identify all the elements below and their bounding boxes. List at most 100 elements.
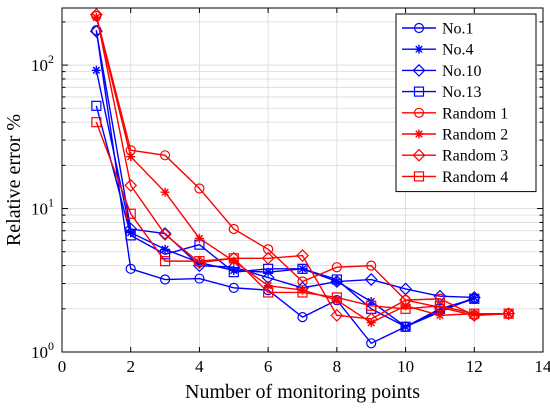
data-point	[228, 253, 239, 264]
data-point	[297, 287, 308, 298]
legend-item: Random 3	[402, 148, 508, 165]
data-point	[228, 223, 239, 235]
y-tick-label: 101	[31, 196, 54, 219]
data-point	[330, 308, 344, 322]
data-point	[331, 292, 342, 303]
data-point	[435, 310, 445, 320]
legend-item: No.4	[402, 42, 474, 59]
data-point	[469, 293, 480, 304]
series-line	[95, 31, 475, 299]
data-point	[469, 308, 480, 319]
data-point	[364, 273, 378, 287]
data-point	[366, 318, 376, 328]
legend-swatch-marker	[412, 148, 426, 162]
x-tick-label: 10	[397, 357, 414, 376]
data-point	[160, 187, 170, 197]
data-point	[125, 208, 136, 219]
y-tick-label-base: 10	[31, 200, 48, 219]
data-point	[503, 308, 514, 319]
y-tick-label-base: 10	[31, 56, 48, 75]
data-point	[297, 263, 308, 274]
x-tick-label: 14	[535, 357, 550, 376]
data-point	[263, 281, 273, 291]
x-axis-label: Number of monitoring points	[185, 381, 420, 403]
data-point	[366, 300, 377, 311]
legend-item: No.10	[402, 63, 482, 80]
legend-swatch-marker	[413, 86, 425, 97]
data-point	[331, 274, 342, 285]
data-point	[298, 285, 307, 295]
data-point	[91, 100, 102, 111]
legend-label: Random 2	[442, 127, 508, 144]
legend-swatch-marker	[413, 107, 425, 118]
data-point	[158, 227, 172, 240]
data-point	[331, 262, 342, 273]
y-tick-label-exponent: 0	[48, 339, 54, 353]
data-point	[194, 273, 205, 284]
legend-label: Random 4	[442, 169, 508, 186]
legend-item: No.13	[402, 84, 482, 101]
legend-item: Random 2	[402, 127, 508, 144]
data-point	[296, 249, 309, 263]
x-tick-label: 4	[195, 357, 204, 376]
y-tick-label-base: 10	[31, 343, 48, 362]
data-point	[399, 293, 413, 307]
x-tick-labels: 0 2 4 6 8 10 12 14	[58, 357, 550, 376]
data-point	[159, 150, 171, 161]
legend-swatch-marker	[414, 44, 424, 54]
data-point	[126, 228, 136, 238]
data-point	[126, 152, 136, 162]
data-point	[330, 275, 344, 288]
data-point	[263, 287, 274, 298]
data-point	[194, 256, 205, 267]
x-tick-label: 6	[264, 357, 273, 376]
series-lines	[89, 8, 516, 349]
data-point	[125, 230, 136, 241]
legend-box	[395, 13, 537, 193]
data-point	[229, 265, 239, 275]
data-point	[400, 321, 411, 332]
data-point	[502, 307, 516, 321]
legend-item: Random 1	[402, 105, 508, 122]
data-point	[158, 227, 172, 241]
legend-label: No.1	[442, 21, 474, 38]
data-point	[228, 282, 239, 293]
data-point	[364, 312, 378, 326]
data-point	[89, 8, 103, 22]
data-point	[504, 309, 514, 319]
legend-label: Random 3	[442, 148, 508, 165]
legend-swatch-marker	[414, 129, 424, 139]
x-tick-label: 0	[58, 357, 67, 376]
data-point	[434, 300, 446, 311]
data-point	[469, 292, 479, 302]
data-point	[194, 183, 205, 194]
legend-label: No.13	[442, 84, 482, 101]
y-tick-label-exponent: 2	[48, 52, 54, 66]
legend-swatch-marker	[413, 171, 425, 182]
data-point	[366, 338, 377, 349]
data-point	[91, 65, 101, 75]
y-tick-label: 102	[31, 52, 54, 75]
data-point	[227, 251, 241, 265]
x-tick-label: 2	[126, 357, 135, 376]
legend-label: No.10	[442, 63, 482, 80]
series-line	[95, 15, 509, 317]
series-line	[95, 14, 509, 320]
x-tick-label: 12	[466, 357, 483, 376]
axis-ticks	[61, 8, 544, 353]
data-point	[434, 293, 446, 304]
data-point	[91, 117, 102, 128]
data-point	[194, 233, 204, 243]
series-line	[95, 105, 475, 328]
series-line	[95, 121, 509, 315]
data-point	[332, 295, 342, 305]
data-point	[124, 178, 138, 192]
data-point	[400, 303, 411, 314]
data-point	[125, 263, 136, 274]
data-point	[366, 260, 377, 271]
y-tick-label: 100	[31, 339, 54, 362]
y-axis-label: Relative error %	[3, 114, 25, 246]
legend-swatch-marker	[412, 63, 426, 77]
legend-label: No.4	[442, 42, 474, 59]
